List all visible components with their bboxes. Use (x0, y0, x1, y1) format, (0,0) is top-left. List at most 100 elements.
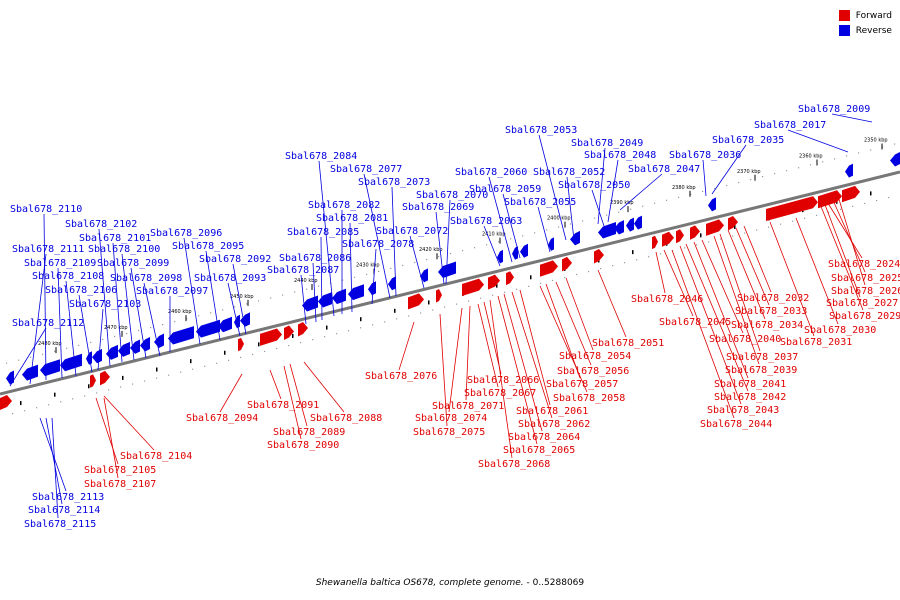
forward-gene-label: Sbal678_2107 (84, 479, 156, 490)
forward-leader (519, 289, 551, 406)
forward-leader (289, 363, 308, 427)
reverse-leader (488, 176, 513, 263)
forward-gene-label: Sbal678_2029 (829, 311, 900, 322)
forward-leader (477, 303, 499, 388)
reverse-gene-label: Sbal678_2092 (199, 254, 271, 265)
forward-gene-label: Sbal678_2057 (546, 379, 618, 390)
reverse-gene-label: Sbal678_2072 (376, 226, 448, 237)
reverse-gene-arrow (890, 152, 900, 167)
minor-tick (734, 224, 736, 229)
caption-range: - 0..5288069 (523, 578, 585, 588)
reverse-gene-label: Sbal678_2110 (10, 204, 82, 215)
reverse-leader (566, 176, 575, 241)
minor-tick (224, 350, 226, 355)
reverse-gene-label: Sbal678_2086 (279, 253, 351, 264)
reverse-gene-label: Sbal678_2084 (285, 151, 357, 162)
minor-tick (360, 317, 362, 322)
genome-backbone (0, 170, 900, 396)
minor-tick (190, 359, 192, 364)
forward-leader (497, 295, 538, 445)
reverse-gene-arrow (708, 197, 716, 212)
forward-gene-label: Sbal678_2066 (467, 375, 539, 386)
reverse-leader (702, 159, 707, 197)
minor-tick (394, 308, 396, 313)
reverse-gene-label: Sbal678_2095 (172, 241, 244, 252)
forward-gene-label: Sbal678_2091 (247, 400, 319, 411)
forward-gene-arrow (706, 219, 724, 236)
reverse-gene-arrow (118, 341, 130, 357)
reverse-gene-label: Sbal678_2102 (65, 219, 137, 230)
forward-leader (819, 203, 864, 311)
reverse-leader (51, 417, 59, 519)
forward-gene-label: Sbal678_2104 (120, 451, 192, 462)
forward-gene-label: Sbal678_2044 (700, 419, 772, 430)
legend-label-reverse: Reverse (855, 25, 892, 36)
forward-leader (823, 201, 861, 298)
forward-leader (555, 281, 592, 366)
forward-leader (685, 243, 749, 392)
reverse-gene-arrow (598, 222, 616, 239)
reverse-leader (43, 213, 47, 381)
forward-leader (671, 249, 735, 419)
reverse-gene-arrow (218, 316, 232, 333)
forward-leader (398, 321, 415, 371)
forward-gene-label: Sbal678_2041 (714, 379, 786, 390)
reverse-leader (121, 253, 135, 361)
reverse-gene-label: Sbal678_2059 (469, 184, 541, 195)
forward-gene-label: Sbal678_2075 (413, 427, 485, 438)
forward-gene-label: Sbal678_2040 (709, 334, 781, 345)
reverse-gene-label: Sbal678_2077 (330, 164, 402, 175)
forward-gene-label: Sbal678_2071 (432, 401, 504, 412)
tick-label: 2350 kbp (864, 137, 888, 143)
reverse-gene-label: Sbal678_2017 (754, 120, 826, 131)
reverse-leader (711, 144, 747, 195)
reverse-gene-arrow (234, 314, 240, 329)
forward-leader (103, 395, 155, 451)
forward-gene-label: Sbal678_2025 (831, 273, 900, 284)
reverse-gene-arrow (845, 163, 853, 178)
reverse-leader (607, 159, 619, 223)
reverse-gene-arrow (154, 333, 164, 349)
reverse-gene-arrow (168, 326, 194, 345)
forward-gene-label: Sbal678_2054 (559, 351, 631, 362)
map-caption: Shewanella baltica OS678, complete genom… (0, 578, 900, 588)
reverse-leader (787, 129, 849, 153)
minor-tick (496, 283, 498, 288)
reverse-gene-arrow (520, 243, 528, 258)
reverse-swatch (838, 25, 850, 36)
minor-tick (292, 333, 294, 338)
forward-gene-label: Sbal678_2037 (726, 352, 798, 363)
reverse-gene-label: Sbal678_2106 (45, 285, 117, 296)
reverse-leader (483, 225, 501, 267)
reverse-gene-label: Sbal678_2081 (316, 213, 388, 224)
reverse-gene-label: Sbal678_2063 (450, 216, 522, 227)
tick-label: 2460 kbp (168, 309, 192, 315)
forward-gene-label: Sbal678_2105 (84, 465, 156, 476)
tick-label: 2380 kbp (672, 185, 696, 191)
forward-gene-arrow (506, 271, 514, 286)
forward-leader (103, 397, 119, 479)
tick-label: 2440 kbp (294, 278, 318, 284)
reverse-gene-label: Sbal678_2048 (584, 150, 656, 161)
forward-gene-label: Sbal678_2026 (831, 286, 900, 297)
forward-gene-label: Sbal678_2061 (516, 406, 588, 417)
forward-leader (489, 299, 513, 459)
minor-tick (156, 367, 158, 372)
forward-swatch (838, 10, 850, 21)
reverse-gene-arrow (302, 295, 318, 312)
reverse-gene-label: Sbal678_2049 (571, 138, 643, 149)
reverse-leader (831, 113, 873, 123)
gene-arrows (0, 152, 900, 410)
forward-gene-label: Sbal678_2090 (267, 440, 339, 451)
forward-leader (597, 269, 627, 338)
legend: Forward Reverse (838, 8, 892, 38)
minor-tick (870, 191, 872, 196)
forward-leader (727, 229, 766, 320)
forward-gene-arrow (238, 337, 244, 352)
forward-leader (95, 397, 119, 465)
reverse-gene-label: Sbal678_2078 (342, 239, 414, 250)
reverse-gene-arrow (497, 249, 503, 264)
forward-gene-arrow (766, 196, 818, 222)
tick-label: 2470 kbp (104, 325, 128, 331)
